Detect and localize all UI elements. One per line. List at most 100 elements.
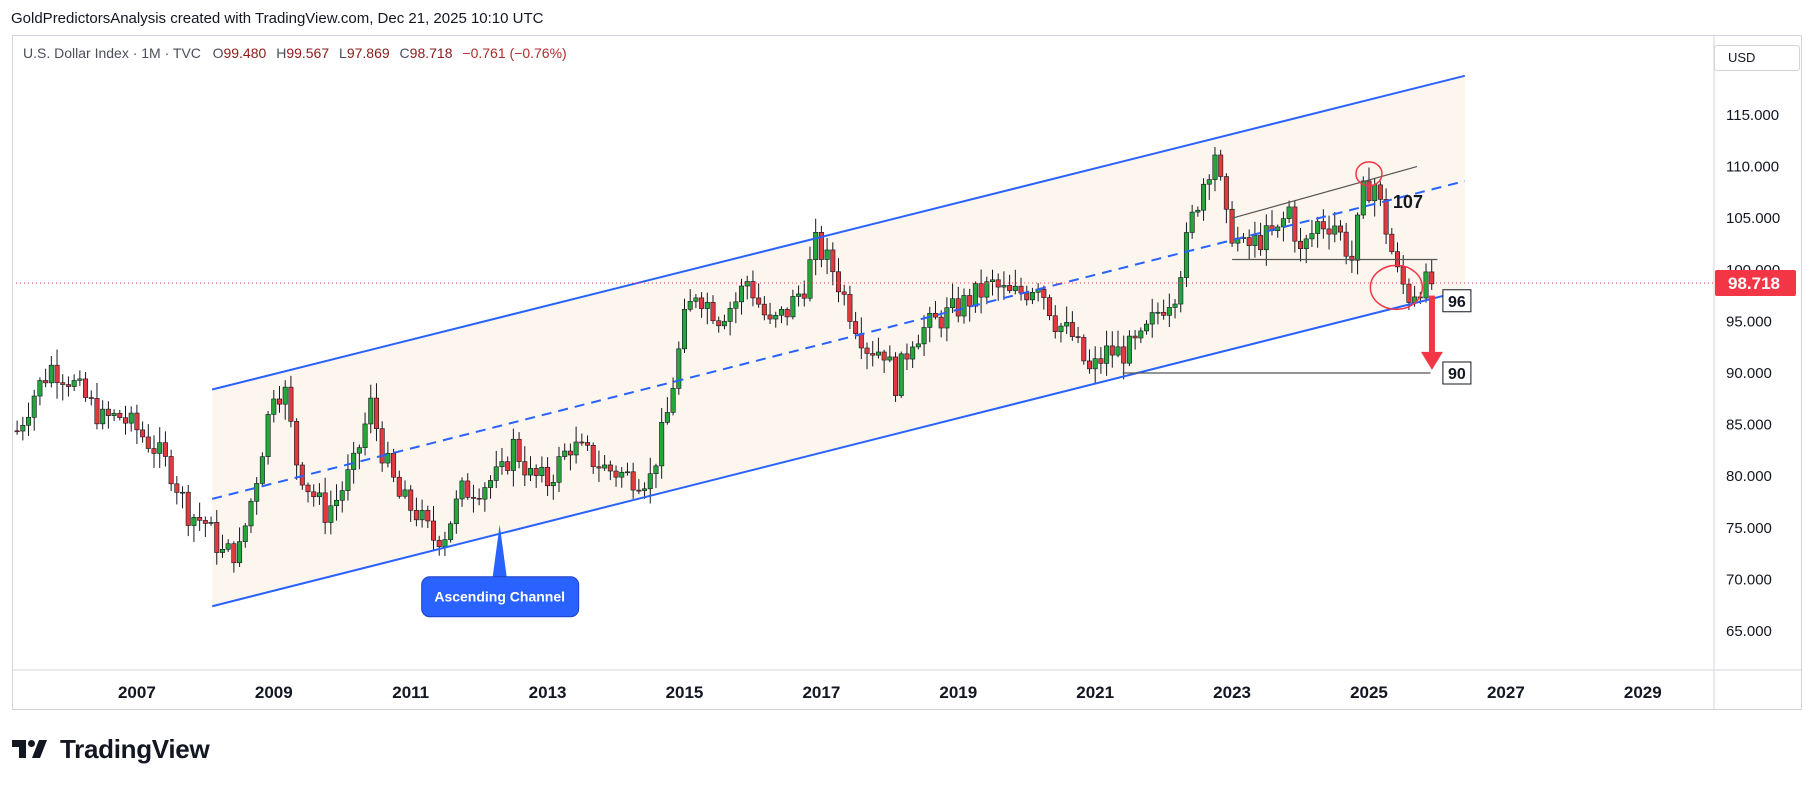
candle — [151, 435, 157, 468]
candle — [699, 292, 705, 318]
candle — [1258, 222, 1264, 256]
x-tick-label: 2017 — [802, 683, 840, 702]
candle — [681, 298, 687, 353]
candle — [1423, 263, 1429, 303]
currency-button[interactable]: USD — [1714, 45, 1800, 71]
candle — [915, 334, 921, 350]
candle — [784, 307, 790, 326]
chart-content: Ascending Channel 107 96 90 — [13, 74, 1713, 618]
candle — [556, 446, 562, 493]
x-tick-label: 2023 — [1213, 683, 1251, 702]
top-circle-marker[interactable] — [1355, 161, 1383, 187]
candle — [835, 258, 841, 303]
symbol-legend[interactable]: U.S. Dollar Index · 1M · TVC O99.480 H99… — [23, 45, 567, 61]
candle — [596, 450, 602, 482]
channel-middle-dashed-line[interactable] — [211, 180, 1466, 500]
channel-lower-line[interactable] — [211, 289, 1466, 608]
candle — [316, 483, 322, 505]
candle — [1109, 331, 1115, 368]
candle — [37, 377, 43, 406]
candle — [100, 400, 106, 430]
candle — [60, 374, 66, 401]
candle — [276, 385, 282, 413]
x-tick-label: 2021 — [1076, 683, 1114, 702]
candle — [790, 289, 796, 320]
candle — [950, 283, 956, 314]
x-tick-label: 2013 — [529, 683, 567, 702]
candle — [1326, 215, 1332, 250]
candle — [134, 404, 140, 445]
candle — [339, 481, 345, 513]
candle — [436, 535, 442, 556]
level-107-label: 107 — [1393, 192, 1423, 212]
candle — [1007, 274, 1013, 294]
candle — [71, 374, 77, 392]
high-label: H — [276, 45, 287, 61]
candle — [214, 510, 220, 565]
range-upper-trendline[interactable] — [1231, 166, 1418, 219]
candle — [282, 380, 288, 420]
last-price-tag: 98.718 — [1715, 270, 1796, 297]
level-96-box[interactable]: 96 — [1442, 289, 1472, 313]
candle — [716, 316, 722, 333]
candle — [1212, 147, 1218, 192]
candle — [807, 246, 813, 302]
candle — [14, 420, 20, 435]
candle — [1429, 259, 1435, 290]
bottom-circle-marker[interactable] — [1369, 264, 1424, 311]
candle — [248, 498, 254, 534]
tradingview-brand[interactable]: TradingView — [12, 733, 210, 765]
candle — [510, 428, 516, 487]
candle — [1201, 178, 1207, 221]
candle — [750, 270, 756, 307]
candle — [334, 484, 340, 521]
candle — [624, 462, 630, 476]
candle — [550, 474, 556, 500]
candle — [1041, 285, 1047, 310]
level-90-label: 90 — [1448, 366, 1466, 383]
candle — [1098, 347, 1104, 374]
ascending-channel-callout[interactable]: Ascending Channel — [421, 524, 580, 618]
candle — [368, 384, 374, 434]
candle — [756, 283, 762, 308]
candle — [1195, 206, 1201, 217]
candle — [202, 516, 208, 537]
channel-upper-line[interactable] — [211, 74, 1466, 391]
candle — [721, 314, 727, 330]
candle — [128, 406, 134, 432]
x-tick-label: 2015 — [666, 683, 704, 702]
candle — [1309, 219, 1315, 247]
candle — [1332, 211, 1338, 243]
candle — [362, 412, 368, 456]
candle — [585, 435, 591, 451]
price-axis[interactable]: 65.000 70.000 75.000 80.000 85.000 90.000 95.0… — [1726, 107, 1780, 640]
candle — [185, 484, 191, 537]
time-axis[interactable]: 2007 2009 2011 2013 2015 2017 2019 2021 2023 2025… — [118, 683, 1662, 702]
candle — [425, 505, 431, 529]
candle — [630, 462, 636, 499]
candle — [219, 534, 225, 558]
candle — [921, 315, 927, 356]
x-tick-label: 2011 — [392, 683, 429, 702]
candle — [739, 278, 745, 315]
candle — [288, 375, 294, 428]
candle — [727, 301, 733, 336]
candle — [744, 275, 750, 300]
candle — [385, 441, 391, 468]
close-label: C — [399, 45, 410, 61]
candle — [1377, 181, 1383, 207]
x-tick-label: 2019 — [939, 683, 977, 702]
candle — [168, 449, 174, 492]
candle — [567, 443, 573, 471]
candle — [767, 302, 773, 325]
candle — [870, 340, 876, 367]
level-90-box[interactable]: 90 — [1442, 361, 1472, 385]
candle — [476, 488, 482, 506]
candle — [1298, 227, 1304, 262]
candle — [1001, 271, 1007, 300]
down-arrow-icon[interactable] — [1420, 295, 1443, 370]
candle — [636, 479, 642, 495]
x-tick-label: 2027 — [1487, 683, 1525, 702]
x-tick-label: 2025 — [1350, 683, 1388, 702]
